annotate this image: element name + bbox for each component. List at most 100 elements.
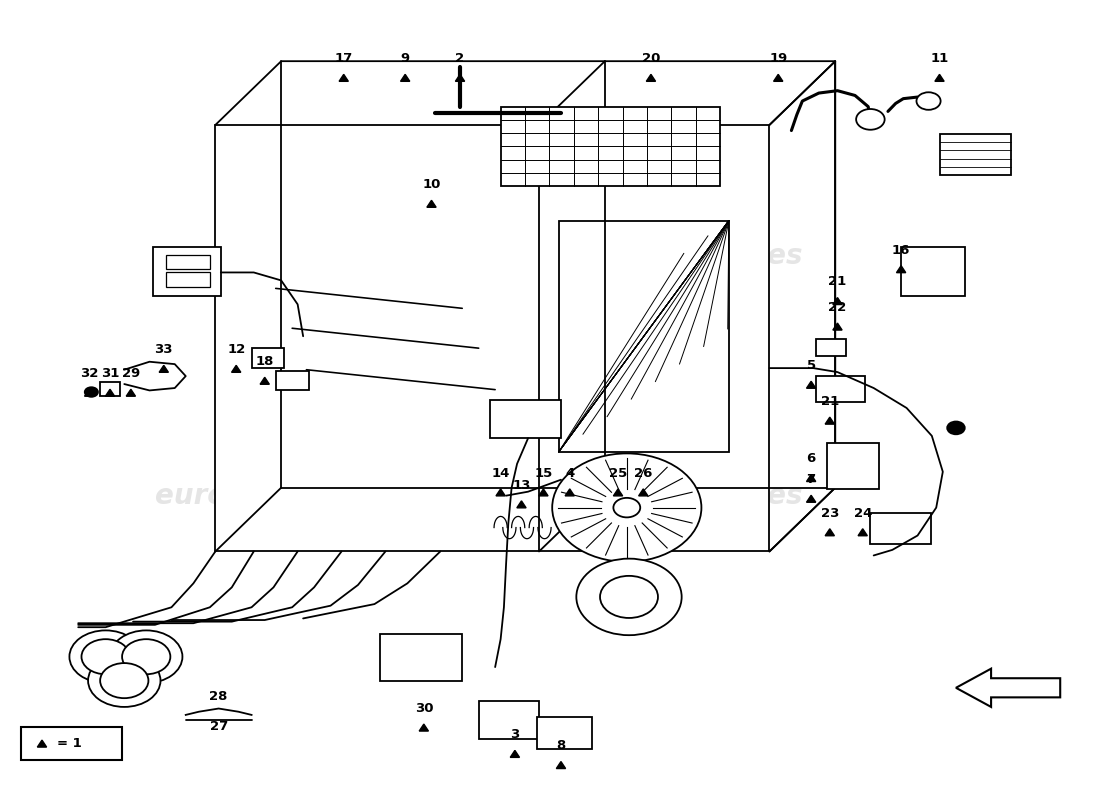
Bar [21,727,122,760]
Text: 33: 33 [154,343,173,356]
Polygon shape [956,669,1060,707]
Polygon shape [419,724,429,731]
Polygon shape [496,489,505,496]
Text: 24: 24 [854,506,872,519]
Bar [252,348,285,368]
Text: = 1: = 1 [57,737,82,750]
Text: 21: 21 [821,395,839,408]
Text: 13: 13 [513,478,530,492]
Polygon shape [833,298,843,305]
Circle shape [100,663,148,698]
Text: 4: 4 [565,466,574,480]
Text: 30: 30 [415,702,433,715]
Circle shape [85,387,98,397]
Polygon shape [935,74,944,82]
Bar [379,634,462,681]
Bar [100,382,120,396]
Polygon shape [260,378,270,384]
Circle shape [856,109,884,130]
Text: 16: 16 [892,243,911,257]
Bar [490,400,561,438]
Circle shape [88,654,161,707]
Polygon shape [510,750,519,758]
Circle shape [110,630,183,683]
Circle shape [614,498,640,518]
Bar [826,443,879,490]
Text: 3: 3 [510,728,519,742]
Polygon shape [339,74,349,82]
Polygon shape [614,489,623,496]
Polygon shape [85,390,94,396]
Bar [901,247,965,296]
Text: 17: 17 [334,52,353,65]
Bar [559,221,729,452]
Bar [815,338,846,356]
Text: 23: 23 [821,506,839,519]
Text: 28: 28 [209,690,228,703]
Text: 22: 22 [828,301,847,314]
Bar [537,718,592,749]
Text: 2: 2 [455,52,464,65]
Text: 19: 19 [769,52,788,65]
Bar [939,134,1011,175]
Polygon shape [37,740,46,747]
Polygon shape [106,390,114,396]
Circle shape [69,630,142,683]
Text: 25: 25 [609,466,627,480]
Bar [500,106,720,186]
Polygon shape [825,417,835,424]
Text: 21: 21 [828,275,847,288]
Polygon shape [896,266,905,273]
Circle shape [916,92,940,110]
Polygon shape [806,474,816,482]
Polygon shape [400,74,410,82]
Polygon shape [427,200,436,207]
Text: 14: 14 [492,466,509,480]
Text: 26: 26 [634,466,652,480]
Text: 32: 32 [80,367,98,380]
Circle shape [947,422,965,434]
Bar [276,370,309,390]
Polygon shape [455,74,464,82]
Text: eurospares: eurospares [155,482,330,510]
Bar [216,125,769,551]
Bar [166,255,210,270]
Text: 27: 27 [209,720,228,734]
Bar [815,376,865,402]
Polygon shape [806,382,816,388]
Text: 11: 11 [931,52,948,65]
Circle shape [600,576,658,618]
Polygon shape [232,366,241,372]
Text: eurospares: eurospares [627,242,802,270]
Polygon shape [539,489,548,496]
Polygon shape [825,529,835,536]
Polygon shape [639,489,648,496]
Polygon shape [126,390,135,396]
Bar [153,247,221,296]
Text: 29: 29 [122,367,140,380]
Polygon shape [517,501,526,508]
Text: 18: 18 [255,355,274,368]
Text: 31: 31 [101,367,119,380]
Text: 5: 5 [806,359,816,372]
Text: eurospares: eurospares [155,242,330,270]
Text: 7: 7 [806,473,816,486]
Text: 10: 10 [422,178,441,191]
Circle shape [576,558,682,635]
Polygon shape [565,489,574,496]
Polygon shape [647,74,656,82]
Circle shape [81,639,130,674]
Text: 8: 8 [557,739,565,752]
Polygon shape [557,762,565,769]
Bar [870,514,931,543]
Polygon shape [833,323,843,330]
Bar [478,701,539,739]
Text: 6: 6 [806,452,816,466]
Text: 12: 12 [227,343,245,356]
Text: 15: 15 [535,466,552,480]
Polygon shape [773,74,783,82]
Polygon shape [806,495,816,502]
Circle shape [552,454,702,562]
Text: 9: 9 [400,52,409,65]
Text: 20: 20 [641,52,660,65]
